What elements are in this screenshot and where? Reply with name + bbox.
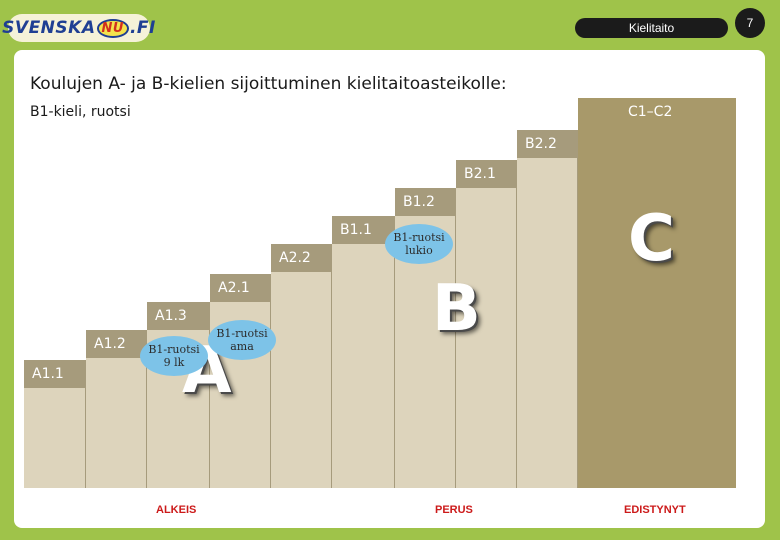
column-a22 <box>271 258 332 488</box>
bubble-b1-9lk: B1-ruotsi 9 lk <box>140 336 208 376</box>
step-a12: A1.2 <box>86 330 147 358</box>
step-a13: A1.3 <box>147 302 210 330</box>
step-a22: A2.2 <box>271 244 332 272</box>
bubble-b1-ama: B1-ruotsi ama <box>208 320 276 360</box>
step-b21: B2.1 <box>456 160 517 188</box>
step-b12: B1.2 <box>395 188 456 216</box>
page-number: 7 <box>735 8 765 38</box>
level-band <box>24 488 736 528</box>
slide-title: Koulujen A- ja B-kielien sijoittuminen k… <box>30 74 507 94</box>
column-a11 <box>24 374 86 488</box>
level-alkeis: ALKEIS <box>156 504 197 516</box>
slide-subtitle: B1-kieli, ruotsi <box>30 104 131 120</box>
logo-text-right: .FI <box>129 18 156 38</box>
step-b22: B2.2 <box>517 130 578 158</box>
column-b22 <box>517 144 578 488</box>
bubble-b1-lukio: B1-ruotsi lukio <box>385 224 453 264</box>
column-a12 <box>86 344 147 488</box>
svenska-nu-logo[interactable]: SVENSKA NU .FI <box>2 14 155 42</box>
column-c1-c2 <box>578 112 736 488</box>
logo-text-left: SVENSKA <box>2 18 96 38</box>
step-a21: A2.1 <box>210 274 271 302</box>
level-perus: PERUS <box>435 504 473 516</box>
step-b11: B1.1 <box>332 216 395 244</box>
logo-nu-badge: NU <box>96 18 129 38</box>
step-c1-c2: C1–C2 <box>578 98 736 126</box>
proficiency-scale-diagram: A1.1 A1.2 A1.3 A2.1 A2.2 B1.1 B1.2 B2.1 … <box>24 98 736 528</box>
level-edistynyt: EDISTYNYT <box>624 504 686 516</box>
group-letter-c: C <box>628 202 675 276</box>
step-a11: A1.1 <box>24 360 86 388</box>
column-b11 <box>332 230 395 488</box>
group-letter-b: B <box>432 272 481 346</box>
column-b21 <box>456 174 517 488</box>
section-tag: Kielitaito <box>575 18 728 38</box>
